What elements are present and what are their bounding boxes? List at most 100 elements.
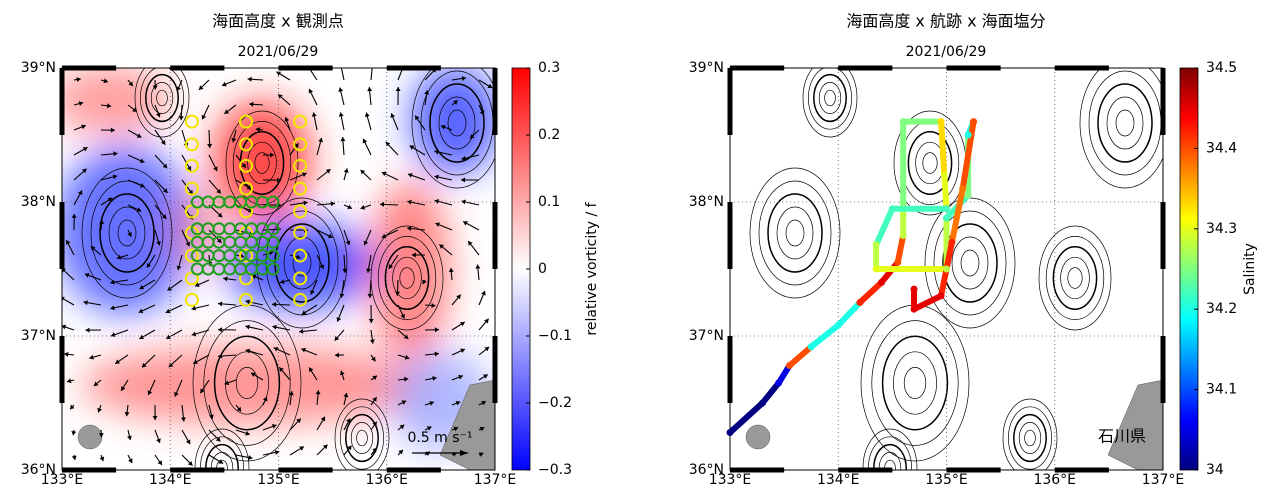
colorbar-tick-label: 34.5: [1206, 60, 1237, 76]
track-segment: [941, 122, 944, 176]
ctd-point: [213, 264, 224, 275]
vector-head: [338, 87, 343, 91]
salinity-point: [759, 400, 766, 407]
contour-line: [819, 82, 841, 113]
salinity-point: [948, 239, 955, 246]
contour-line: [759, 181, 831, 285]
vector-head: [312, 112, 317, 116]
vector-head: [64, 352, 68, 357]
contour-line: [1116, 110, 1134, 136]
panel-date: 2021/06/29: [906, 44, 987, 60]
x-tick-label: 134°E: [817, 472, 860, 488]
colorbar-tick-label: −0.1: [538, 328, 572, 344]
track-segment: [860, 282, 882, 302]
vector-head: [299, 329, 303, 334]
colorbar-tick-label: 34.4: [1206, 140, 1237, 156]
y-tick-label: 38°N: [21, 194, 56, 210]
vector-head: [461, 177, 465, 182]
vector-head: [475, 265, 480, 269]
contour-line: [1003, 399, 1057, 477]
y-tick-label: 36°N: [689, 462, 724, 478]
colorbar-tick-label: 0.2: [538, 127, 560, 143]
x-tick-label: 137°E: [1142, 472, 1185, 488]
colorbar-tick-label: 34.2: [1206, 301, 1237, 317]
x-tick-label: 136°E: [1033, 472, 1076, 488]
y-tick-label: 37°N: [21, 328, 56, 344]
contour-line: [1068, 268, 1082, 289]
contour-line: [1053, 247, 1096, 309]
vector-head: [248, 77, 252, 82]
vector-head: [127, 436, 132, 440]
contour-line: [923, 153, 937, 174]
panel-date: 2021/06/29: [238, 44, 319, 60]
colorbar-tick-label: 0: [538, 261, 547, 277]
vector-head: [344, 168, 349, 173]
contour-line: [825, 90, 836, 106]
salinity-point: [900, 232, 907, 239]
colorbar-tick-label: 34: [1206, 462, 1224, 478]
track-segment: [762, 383, 778, 403]
contour-line: [803, 59, 857, 137]
contour-line: [1019, 422, 1041, 453]
salinity-point: [900, 199, 907, 206]
contour-line: [1008, 407, 1051, 469]
contour-line: [195, 429, 249, 489]
track-segment: [790, 347, 812, 366]
salinity-point: [878, 279, 885, 286]
vector-head: [224, 109, 229, 113]
contour-line: [901, 121, 959, 204]
y-tick-label: 38°N: [689, 194, 724, 210]
vector-head: [179, 116, 184, 120]
track-segment: [944, 175, 946, 209]
panel-title: 海面高度 x 航跡 x 海面塩分: [846, 12, 1045, 31]
vector-head: [339, 62, 344, 66]
vector-head: [369, 319, 374, 323]
colorbar-tick-label: 0.1: [538, 194, 560, 210]
observation-point: [186, 116, 198, 128]
salinity-point: [943, 266, 950, 273]
vector: [371, 62, 373, 80]
contour-line: [1014, 415, 1046, 462]
salinity-point: [970, 118, 977, 125]
salinity-point: [889, 205, 896, 212]
contour-line: [206, 445, 238, 489]
vector-head: [340, 137, 345, 141]
salinity-point: [900, 118, 907, 125]
y-tick-label: 39°N: [21, 60, 56, 76]
contour-line: [961, 250, 979, 276]
contour-line: [863, 429, 917, 489]
vector-head: [365, 113, 370, 118]
salinity-point: [938, 292, 945, 299]
contour-line: [786, 220, 804, 246]
salinity-point: [808, 343, 815, 350]
salinity-point: [941, 172, 948, 179]
vector-head: [339, 112, 344, 116]
contour-line: [808, 67, 851, 129]
contour-line: [750, 168, 840, 298]
contour-line: [1089, 71, 1161, 175]
salinity-point: [786, 362, 793, 369]
contour-line: [1061, 257, 1090, 299]
salinity-point: [873, 266, 880, 273]
salinity-point: [856, 299, 863, 306]
y-tick-label: 37°N: [689, 328, 724, 344]
x-tick-label: 137°E: [474, 472, 517, 488]
salinity-point: [943, 215, 950, 222]
observation-point: [186, 294, 198, 306]
salinity-point: [894, 259, 901, 266]
contour-line: [768, 194, 822, 272]
contour-line: [357, 430, 368, 446]
contour-line: [952, 237, 988, 289]
salinity-point: [938, 118, 945, 125]
salinity-point: [727, 429, 734, 436]
colorbar-tick-label: 34.3: [1206, 221, 1237, 237]
salinity-point: [943, 205, 950, 212]
salinity-point: [965, 132, 972, 139]
place-label: 石川県: [1098, 427, 1146, 446]
contour-line: [814, 75, 846, 122]
y-tick-label: 36°N: [21, 462, 56, 478]
salinity-point: [873, 241, 880, 248]
contour-line: [883, 336, 948, 430]
colorbar: [1180, 68, 1198, 470]
